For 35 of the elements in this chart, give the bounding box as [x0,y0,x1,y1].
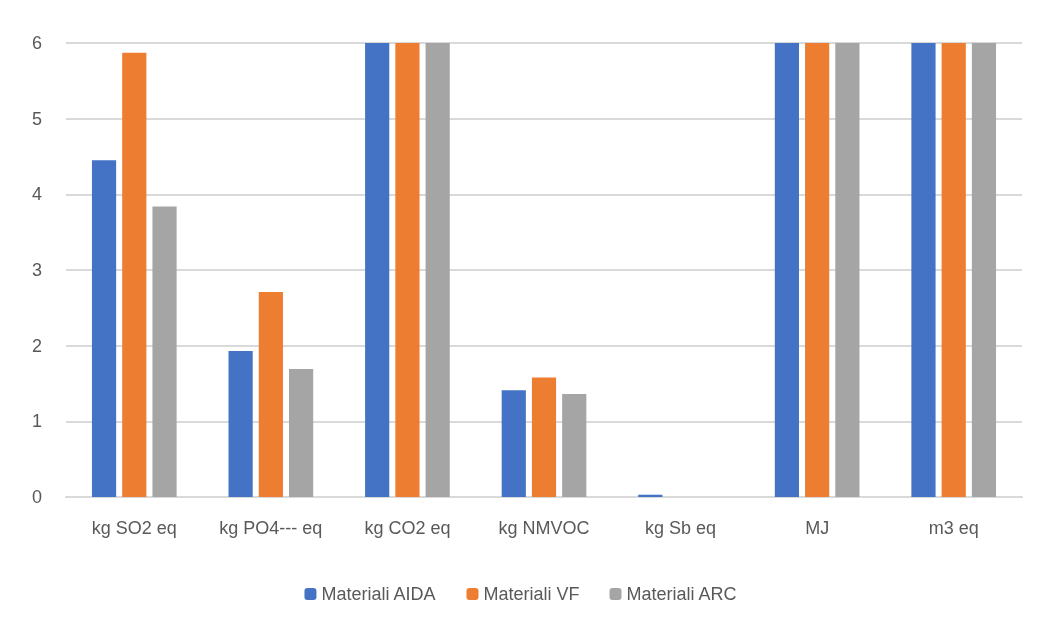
bar [395,43,420,497]
x-tick-label: kg SO2 eq [91,518,177,538]
x-tick-label: kg NMVOC [498,518,590,538]
x-tick-label: MJ [805,518,830,538]
bar [941,43,966,497]
x-tick-label: kg Sb eq [645,518,717,538]
bar [531,377,557,497]
bar [122,52,147,497]
bar [365,43,390,497]
bar [805,43,830,497]
bar [562,394,587,497]
bar [289,369,314,497]
y-tick-label: 2 [31,335,42,356]
bar [774,43,799,497]
legend-label: Materiali AIDA [321,584,436,604]
bar [152,206,177,497]
bar [258,291,283,497]
bar [911,43,936,497]
y-tick-label: 0 [31,487,42,507]
y-tick-label: 1 [31,411,42,432]
y-tick-label: 3 [31,260,42,280]
legend-label: Materiali ARC [626,584,737,604]
x-tick-label: kg CO2 eq [364,518,451,538]
x-tick-label: kg PO4--- eq [219,518,323,538]
bar [971,43,997,497]
bar [835,43,860,497]
bar [501,390,526,497]
bar [228,350,253,497]
bar [425,43,450,497]
bar [91,160,117,497]
y-tick-label: 5 [31,108,42,129]
y-tick-label: 6 [31,33,42,53]
y-tick-label: 4 [31,184,42,205]
legend-label: Materiali VF [483,584,580,604]
x-tick-label: m3 eq [928,518,979,538]
